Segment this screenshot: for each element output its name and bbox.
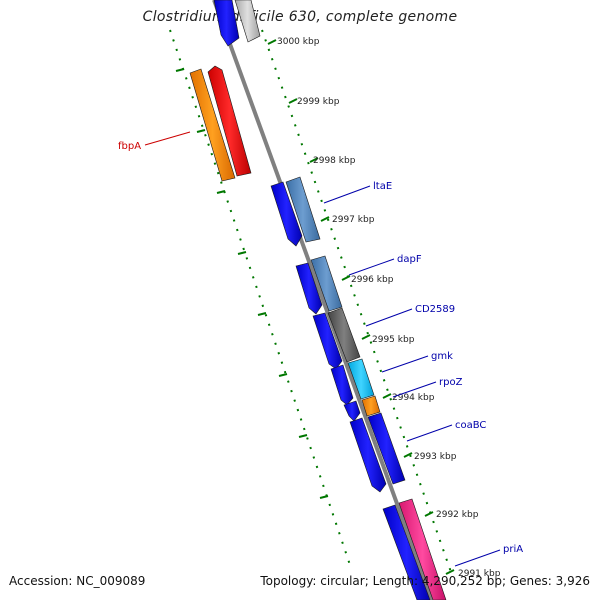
tick-label: 2995 kbp xyxy=(372,335,415,345)
tick-label: 3000 kbp xyxy=(277,37,320,47)
gene-label-rpoZ: rpoZ xyxy=(439,377,463,388)
gene-feature-gmk xyxy=(330,364,354,406)
gene-feature-coaBC xyxy=(349,417,387,493)
tick-label: 2996 kbp xyxy=(351,275,394,285)
gene-label-ltaE: ltaE xyxy=(373,181,392,192)
accession-label: Accession: xyxy=(9,574,73,588)
callout-line-gmk xyxy=(381,355,429,373)
callout-line-rpoZ xyxy=(392,381,437,398)
callout-line-coaBC xyxy=(406,424,453,442)
footer-summary: Topology: circular; Length: 4,290,252 bp… xyxy=(260,574,590,588)
genes-value: 3,926 xyxy=(555,574,590,588)
major-ticks xyxy=(175,39,455,575)
gene-feature-rpoZ xyxy=(343,400,361,422)
gene-labels: fbpA ltaE dapF CD2589 gmk rpoZ coaBC pri… xyxy=(118,141,523,555)
footer-accession: Accession: NC_009089 xyxy=(9,574,145,588)
tick-label: 2993 kbp xyxy=(414,452,457,462)
gene-feature xyxy=(213,0,240,47)
gene-label-priA: priA xyxy=(503,544,523,555)
gene-feature-priA xyxy=(382,504,431,600)
gene-feature-rpoZ-orange xyxy=(361,395,381,417)
callout-lines xyxy=(144,131,501,567)
tick-label: 2997 kbp xyxy=(332,215,375,225)
gene-feature xyxy=(234,0,261,43)
tick-labels: 3000 kbp 2999 kbp 2998 kbp 2997 kbp 2996… xyxy=(277,37,501,579)
gene-label-fbpA: fbpA xyxy=(118,141,141,152)
accession-value: NC_009089 xyxy=(76,574,146,588)
gene-label-coaBC: coaBC xyxy=(455,420,486,431)
callout-line-fbpA xyxy=(144,131,191,146)
callout-line-priA xyxy=(454,549,501,567)
gene-label-dapF: dapF xyxy=(397,254,422,265)
gene-feature-fbpA-red xyxy=(207,65,252,177)
gene-feature-fbpA-orange xyxy=(189,68,236,182)
gene-feature-gmk-cyan xyxy=(347,358,375,400)
gene-feature-dapF-light xyxy=(310,255,343,312)
gene-label-gmk: gmk xyxy=(431,351,453,362)
tick-label: 2998 kbp xyxy=(313,156,356,166)
gene-feature-dapF xyxy=(295,262,323,315)
gene-feature-ltaE-light xyxy=(285,176,321,243)
callout-line-CD2589 xyxy=(365,308,413,327)
length-value: 4,290,252 bp xyxy=(421,574,502,588)
gene-feature-priA-pink xyxy=(398,498,447,600)
topology-value: circular xyxy=(320,574,365,588)
gene-feature-CD2589 xyxy=(312,312,343,370)
callout-line-dapF xyxy=(348,258,395,276)
length-label: Length: xyxy=(372,574,419,588)
callout-line-ltaE xyxy=(323,185,371,204)
scale-track-inner xyxy=(261,29,453,576)
gene-feature-coaBC-b xyxy=(367,412,406,485)
topology-label: Topology: xyxy=(260,574,317,588)
gene-label-CD2589: CD2589 xyxy=(415,304,455,315)
tick-label: 2991 kbp xyxy=(458,569,501,579)
gene-features xyxy=(189,0,447,600)
genome-backbone xyxy=(212,0,434,600)
tick-label: 2999 kbp xyxy=(297,97,340,107)
genes-label: Genes: xyxy=(509,574,552,588)
gene-feature-CD2589-dark xyxy=(327,307,361,363)
tick-label: 2992 kbp xyxy=(436,510,479,520)
tick-label: 2994 kbp xyxy=(392,393,435,403)
gene-feature-ltaE xyxy=(270,181,303,247)
scale-track-outer xyxy=(169,29,351,566)
